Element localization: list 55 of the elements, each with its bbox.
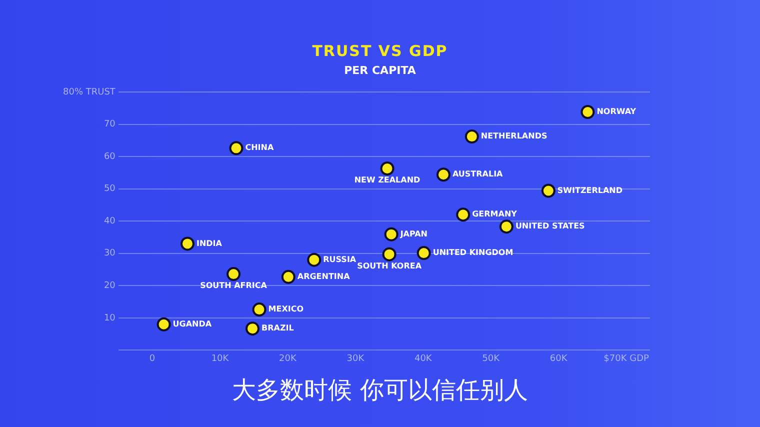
- y-tick-label: 50: [104, 184, 116, 194]
- text: 大多数时候 你可以信任别人: [231, 375, 529, 406]
- y-tick-label: 60: [104, 152, 116, 162]
- y-tick-label: 70: [104, 120, 116, 130]
- y-tick-label: 10: [104, 313, 116, 324]
- series-label: BRAZIL: [261, 324, 294, 333]
- point: [156, 317, 171, 332]
- point: [281, 270, 296, 284]
- point: [380, 161, 394, 176]
- series-label: SOUTH KOREA: [357, 261, 422, 270]
- series-label: SOUTH AFRICA: [200, 281, 268, 290]
- point: [245, 322, 260, 336]
- series-label: UNITED KINGDOM: [432, 248, 514, 258]
- series-label: UNITED STATES: [515, 222, 586, 231]
- point: [180, 236, 194, 251]
- point: [541, 184, 556, 198]
- series-label: RUSSIA: [323, 254, 357, 264]
- point: [499, 220, 514, 234]
- y-tick-label: 80% TRUST: [62, 87, 116, 98]
- y-tick-label: 30: [104, 248, 116, 259]
- point: [456, 208, 470, 222]
- series-label: SWITZERLAND: [557, 186, 623, 195]
- x-tick-label: 40K: [414, 354, 433, 364]
- point: [580, 105, 595, 120]
- x-tick-label: 50K: [482, 354, 501, 364]
- series-label: CHINA: [245, 143, 274, 152]
- point: [384, 227, 398, 242]
- series-label: NETHERLANDS: [480, 132, 548, 141]
- point: [416, 246, 431, 260]
- chart-title: TRUST VS GDP: [311, 42, 449, 60]
- series-label: NEW ZEALAND: [354, 176, 421, 185]
- x-tick-label: 30K: [346, 354, 366, 364]
- point: [307, 252, 322, 267]
- x-tick-label: $70K GDP: [604, 354, 650, 364]
- x-tick-label: 10K: [211, 354, 230, 364]
- point: [229, 141, 244, 156]
- chart-subtitle: PER CAPITA: [343, 64, 417, 77]
- y-tick-label: 40: [104, 216, 116, 226]
- point: [226, 267, 241, 282]
- point: [252, 302, 266, 317]
- point: [464, 130, 479, 144]
- series-label: MEXICO: [268, 304, 304, 314]
- series-label: INDIA: [196, 238, 223, 248]
- x-tick-label: 60K: [550, 354, 568, 364]
- x-tick-label: 20K: [279, 354, 298, 364]
- series-label: NORWAY: [596, 107, 636, 116]
- series-label: JAPAN: [399, 229, 428, 238]
- x-tick-label: 0: [149, 354, 156, 364]
- point: [436, 168, 450, 182]
- series-label: ARGENTINA: [297, 272, 351, 282]
- series-label: AUSTRALIA: [452, 170, 504, 179]
- point: [382, 247, 396, 262]
- y-tick-label: 20: [104, 280, 116, 291]
- series-label: GERMANY: [472, 210, 518, 219]
- series-label: UGANDA: [172, 319, 212, 328]
